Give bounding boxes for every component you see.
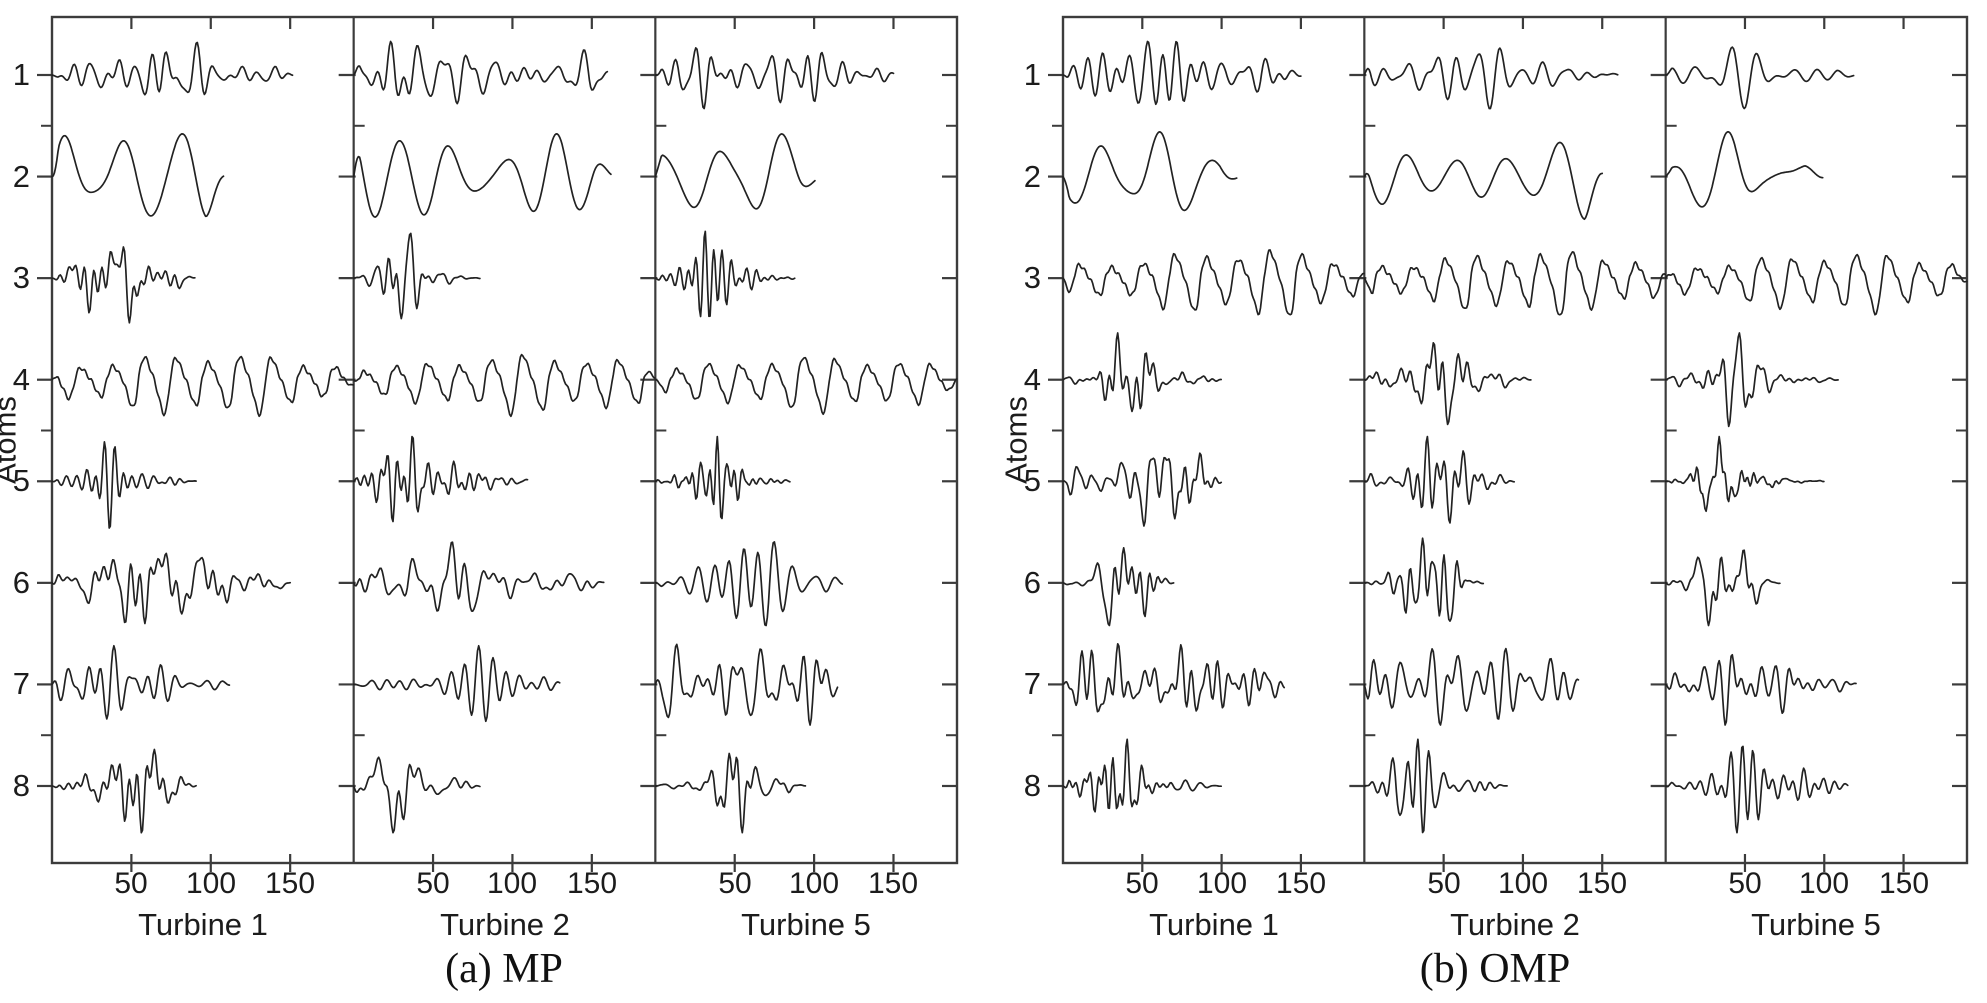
x-tick-label: 100 [1798,867,1850,900]
x-tick-label: 150 [1576,867,1628,900]
waveform-trace [1062,738,1223,813]
axis-title-x: Turbine 1 [1149,907,1279,942]
waveform-trace [654,541,844,627]
waveform-trace [51,748,197,834]
waveform-trace [1062,249,1365,316]
waveform-trace [654,47,895,110]
x-tick-label: 150 [264,867,316,900]
y-tick-label: 3 [1023,260,1041,295]
waveform-trace [1062,452,1223,527]
waveform-trace [1664,549,1781,627]
waveform-trace [51,246,196,324]
waveform-trace [1664,745,1849,834]
y-tick-label: 5 [12,463,30,498]
axis-title-x: Turbine 2 [440,907,570,942]
axis-title-y: Atoms [998,396,1034,484]
axis-title-x: Turbine 5 [1751,907,1881,942]
panel-caption-a: (a) MP [445,946,563,992]
y-tick-label: 2 [12,159,30,194]
x-tick-label: 100 [1497,867,1549,900]
waveform-trace [352,40,609,105]
panel-caption-b: (b) OMP [1419,946,1571,992]
waveform-trace [1062,546,1175,627]
waveform-trace [1664,253,1968,316]
x-tick-label: 50 [114,867,148,900]
axis-title-y: Atoms [0,396,23,484]
waveform-trace [51,133,225,218]
waveform-trace [654,643,839,726]
axis-title-x: Turbine 2 [1450,907,1580,942]
waveform-trace [654,133,816,210]
x-tick-label: 150 [1878,867,1930,900]
y-tick-label: 1 [12,57,30,92]
y-tick-label: 4 [1023,362,1041,397]
waveform-trace [1062,131,1238,212]
axis-title-x: Turbine 1 [138,907,268,942]
waveform-trace [1363,647,1580,726]
y-tick-label: 1 [1023,57,1041,92]
x-tick-label: 100 [185,867,237,900]
x-tick-label: 100 [788,867,840,900]
waveform-trace [51,552,292,625]
x-tick-label: 100 [1196,867,1248,900]
waveform-trace [1363,537,1485,622]
y-tick-label: 3 [12,260,30,295]
waveform-trace [51,41,294,96]
waveform-trace [1062,332,1223,413]
x-tick-label: 150 [1275,867,1327,900]
waveform-trace [51,441,197,529]
waveform-trace [352,353,656,418]
axis-box [1061,15,1969,865]
waveform-trace [1363,738,1508,834]
y-tick-label: 8 [12,768,30,803]
waveform-trace [1363,251,1667,316]
waveform-trace [1363,342,1532,426]
waveform-trace [1664,46,1855,110]
x-tick-label: 50 [416,867,450,900]
y-tick-label: 6 [1023,565,1041,600]
x-tick-label: 50 [718,867,752,900]
y-tick-label: 2 [1023,159,1041,194]
waveform-trace [1363,435,1516,524]
waveform-trace [1062,642,1286,713]
axis-box [50,15,959,865]
y-tick-label: 6 [12,565,30,600]
waveform-trace [654,435,791,520]
y-tick-label: 8 [1023,768,1041,803]
waveform-trace [1664,435,1825,513]
waveform-trace [654,752,807,834]
waveform-trace [1664,332,1839,428]
waveform-trace [352,232,481,320]
y-tick-label: 5 [1023,463,1041,498]
waveform-trace [352,756,481,834]
x-tick-label: 150 [566,867,618,900]
waveform-trace [1363,47,1619,110]
waveform-trace [654,230,796,318]
waveform-trace [51,355,355,418]
x-tick-label: 100 [486,867,538,900]
waveform-trace [352,541,605,613]
waveform-trace [1664,131,1824,208]
y-tick-label: 4 [12,362,30,397]
x-tick-label: 50 [1125,867,1159,900]
x-tick-label: 150 [867,867,919,900]
waveform-trace [1062,40,1302,106]
y-tick-label: 7 [12,666,30,701]
waveform-trace [352,133,612,218]
y-tick-label: 7 [1023,666,1041,701]
waveform-trace [352,644,561,723]
waveform-trace [51,644,231,720]
waveform-trace [1664,653,1857,726]
axis-title-x: Turbine 5 [741,907,871,942]
x-tick-label: 50 [1728,867,1762,900]
waveform-trace [352,435,529,523]
waveform-trace [654,356,958,416]
waveform-trace [1363,141,1604,221]
x-tick-label: 50 [1427,867,1461,900]
